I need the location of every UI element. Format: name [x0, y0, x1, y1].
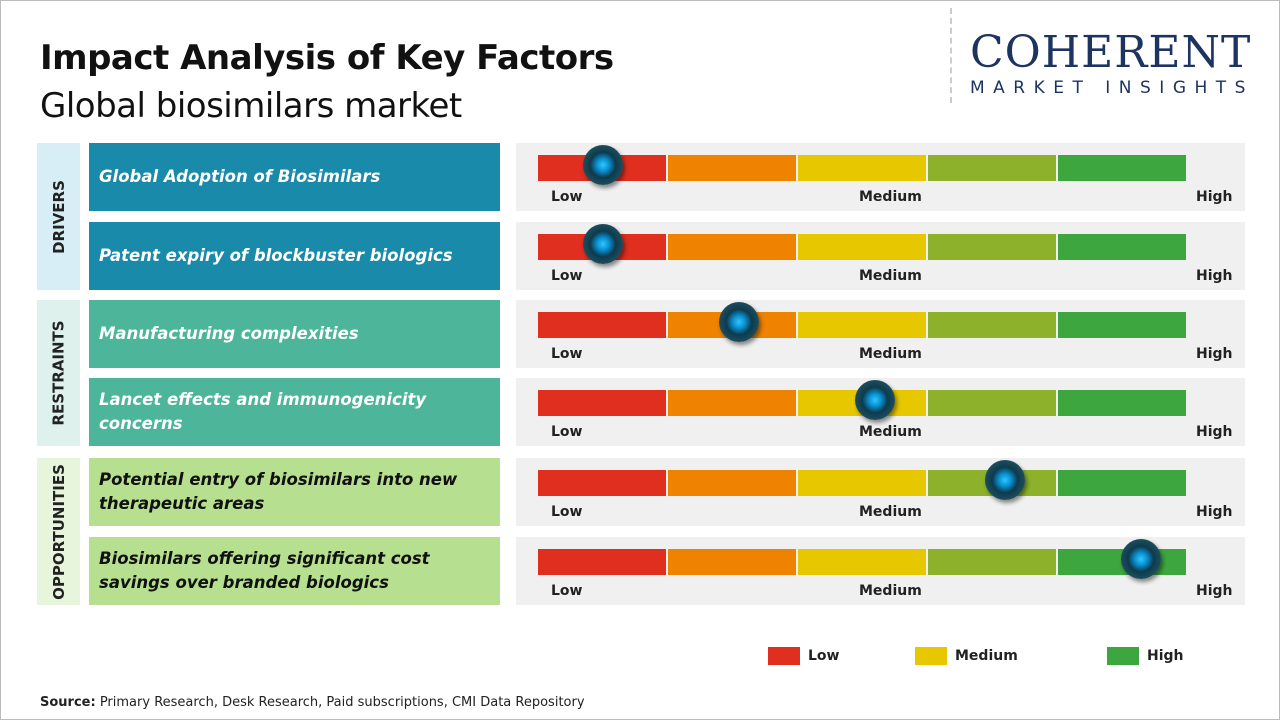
gauge-segment-medium	[798, 549, 926, 575]
legend-swatch	[915, 647, 947, 665]
page-subtitle: Global biosimilars market	[40, 86, 462, 126]
legend-swatch	[768, 647, 800, 665]
gauge-segment-high	[1058, 155, 1186, 181]
legend-item: Low	[768, 647, 839, 665]
scale-label: Medium	[859, 346, 922, 362]
gauge-segment-low	[538, 549, 666, 575]
logo-line1: COHERENT	[970, 27, 1252, 78]
scale-label: High	[1196, 583, 1233, 599]
category-label: RESTRAINTS	[49, 320, 68, 426]
impact-marker	[582, 224, 623, 264]
impact-marker	[984, 460, 1025, 500]
factor-label: Global Adoption of Biosimilars	[89, 143, 500, 211]
gauge-segment-low_med	[668, 234, 796, 260]
factor-label: Manufacturing complexities	[89, 300, 500, 368]
gauge-segment-low	[538, 470, 666, 496]
scale-label: Medium	[859, 189, 922, 205]
scale-label: High	[1196, 424, 1233, 440]
scale-label: Low	[551, 583, 583, 599]
gauge-segment-low_med	[668, 470, 796, 496]
gauge-segment-low_med	[668, 390, 796, 416]
gauge-segment-medium	[798, 234, 926, 260]
gauge-segment-low	[538, 312, 666, 338]
gauge-segment-high	[1058, 470, 1186, 496]
source-note: Source: Primary Research, Desk Research,…	[40, 695, 585, 710]
legend-label: Low	[808, 648, 840, 664]
gauge-segment-low_med	[668, 155, 796, 181]
factor-label: Patent expiry of blockbuster biologics	[89, 222, 500, 290]
source-label: Source:	[40, 695, 96, 710]
gauge-row: Low Medium High	[516, 537, 1245, 605]
scale-label: High	[1196, 189, 1233, 205]
gauge-segment-high	[1058, 312, 1186, 338]
gauge-segment-med_high	[928, 390, 1056, 416]
logo: COHERENT MARKET INSIGHTS	[970, 27, 1260, 99]
category-label: OPPORTUNITIES	[49, 463, 68, 600]
gauge-row: Low Medium High	[516, 143, 1245, 211]
logo-line2: MARKET INSIGHTS	[970, 78, 1254, 98]
legend-swatch	[1107, 647, 1139, 665]
scale-label: High	[1196, 504, 1233, 520]
impact-marker	[854, 380, 895, 420]
category-opportunities: OPPORTUNITIES	[37, 458, 80, 605]
gauge-row: Low Medium High	[516, 222, 1245, 290]
scale-label: High	[1196, 268, 1233, 284]
divider	[950, 8, 952, 103]
gauge-segment-med_high	[928, 155, 1056, 181]
legend-item: High	[1107, 647, 1184, 665]
gauge-segment-medium	[798, 470, 926, 496]
impact-marker	[582, 145, 623, 185]
gauge-segment-low_med	[668, 549, 796, 575]
factor-label: Lancet effects and immunogenicity concer…	[89, 378, 500, 446]
gauge-segment-low	[538, 390, 666, 416]
scale-label: Low	[551, 504, 583, 520]
gauge-segment-med_high	[928, 234, 1056, 260]
legend-label: Medium	[955, 648, 1018, 664]
gauge-segment-medium	[798, 155, 926, 181]
factor-label: Biosimilars offering significant cost sa…	[89, 537, 500, 605]
source-text: Primary Research, Desk Research, Paid su…	[95, 695, 585, 710]
gauge-segment-medium	[798, 312, 926, 338]
category-restraints: RESTRAINTS	[37, 300, 80, 446]
scale-label: Low	[551, 189, 583, 205]
category-label: DRIVERS	[49, 179, 68, 254]
scale-label: Low	[551, 268, 583, 284]
scale-label: Medium	[859, 583, 922, 599]
gauge-segment-med_high	[928, 312, 1056, 338]
category-drivers: DRIVERS	[37, 143, 80, 290]
gauge-row: Low Medium High	[516, 300, 1245, 368]
scale-label: Low	[551, 346, 583, 362]
impact-marker	[718, 302, 759, 342]
gauge-segment-high	[1058, 234, 1186, 260]
impact-marker	[1120, 539, 1161, 579]
gauge-segment-med_high	[928, 549, 1056, 575]
gauge-row: Low Medium High	[516, 378, 1245, 446]
legend-label: High	[1147, 648, 1184, 664]
legend-item: Medium	[915, 647, 1018, 665]
scale-label: Low	[551, 424, 583, 440]
scale-label: Medium	[859, 504, 922, 520]
page-title: Impact Analysis of Key Factors	[40, 38, 614, 78]
scale-label: High	[1196, 346, 1233, 362]
gauge-row: Low Medium High	[516, 458, 1245, 526]
factor-label: Potential entry of biosimilars into new …	[89, 458, 500, 526]
scale-label: Medium	[859, 268, 922, 284]
gauge-segment-high	[1058, 390, 1186, 416]
scale-label: Medium	[859, 424, 922, 440]
